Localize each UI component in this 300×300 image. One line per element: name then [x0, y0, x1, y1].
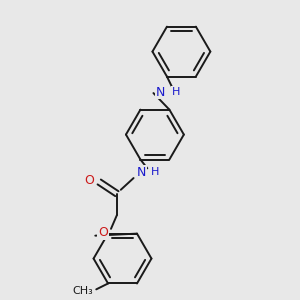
Text: O: O: [85, 173, 94, 187]
Text: N: N: [137, 166, 146, 179]
Text: N: N: [156, 85, 165, 99]
Text: O: O: [98, 226, 108, 239]
Text: CH₃: CH₃: [72, 286, 93, 296]
Text: H: H: [172, 87, 180, 97]
Text: H: H: [151, 167, 159, 177]
